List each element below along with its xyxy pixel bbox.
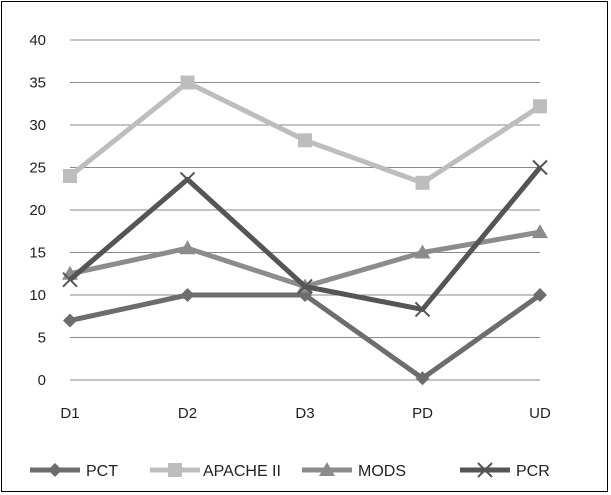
legend-item: APACHE II xyxy=(150,463,281,480)
data-point-x xyxy=(297,278,313,295)
x-axis-ticks: D1 D2 D3 PD UD xyxy=(60,405,551,422)
series-pct xyxy=(63,288,547,386)
data-point-square xyxy=(415,175,430,190)
data-point-diamond xyxy=(415,371,430,386)
legend-item: PCR xyxy=(460,462,550,480)
legend-label: MODS xyxy=(358,463,406,480)
series-lines xyxy=(62,75,548,386)
legend-label: PCR xyxy=(516,463,550,480)
series-line xyxy=(69,292,542,381)
data-point-x xyxy=(179,171,196,188)
series-line xyxy=(68,165,542,312)
data-point-square xyxy=(168,463,182,477)
data-point-diamond xyxy=(48,463,62,477)
y-tick-label: 10 xyxy=(29,287,46,304)
data-point-diamond xyxy=(180,288,195,302)
data-point-triangle xyxy=(319,462,335,476)
y-tick-label: 0 xyxy=(38,372,46,389)
series-apache-ii xyxy=(63,75,547,190)
gridlines xyxy=(70,39,540,381)
data-point-triangle xyxy=(532,224,548,239)
y-tick-label: 40 xyxy=(29,32,46,49)
data-point-square xyxy=(180,75,195,90)
data-point-triangle xyxy=(414,244,431,259)
data-point-diamond xyxy=(533,288,547,302)
y-tick-label: 35 xyxy=(29,75,46,92)
data-point-x xyxy=(477,462,493,478)
x-tick-label: D1 xyxy=(60,405,79,422)
legend-item: PCT xyxy=(30,463,118,480)
data-point-square xyxy=(298,133,312,148)
legend-label: APACHE II xyxy=(203,463,281,480)
data-point-diamond xyxy=(63,313,77,328)
y-tick-label: 5 xyxy=(38,330,46,347)
y-tick-label: 25 xyxy=(29,160,46,177)
x-tick-label: D2 xyxy=(178,405,197,422)
y-tick-label: 20 xyxy=(29,202,46,219)
x-tick-label: PD xyxy=(412,405,433,422)
x-tick-label: D3 xyxy=(295,405,314,422)
legend: PCT APACHE II MODS PCR xyxy=(30,462,550,480)
y-tick-label: 15 xyxy=(29,245,46,262)
data-point-x xyxy=(414,301,431,318)
series-mods xyxy=(62,224,548,293)
data-point-triangle xyxy=(179,240,196,255)
legend-item: MODS xyxy=(302,462,406,480)
series-pcr xyxy=(62,159,548,318)
data-point-square xyxy=(533,99,547,114)
data-point-square xyxy=(63,169,77,183)
legend-label: PCT xyxy=(86,463,118,480)
y-tick-label: 30 xyxy=(29,117,46,134)
data-point-x xyxy=(532,159,548,176)
y-axis-ticks: 0 5 10 15 20 25 30 35 40 xyxy=(29,32,46,389)
data-point-x xyxy=(62,271,78,288)
series-line xyxy=(69,229,541,289)
x-tick-label: UD xyxy=(529,405,551,422)
